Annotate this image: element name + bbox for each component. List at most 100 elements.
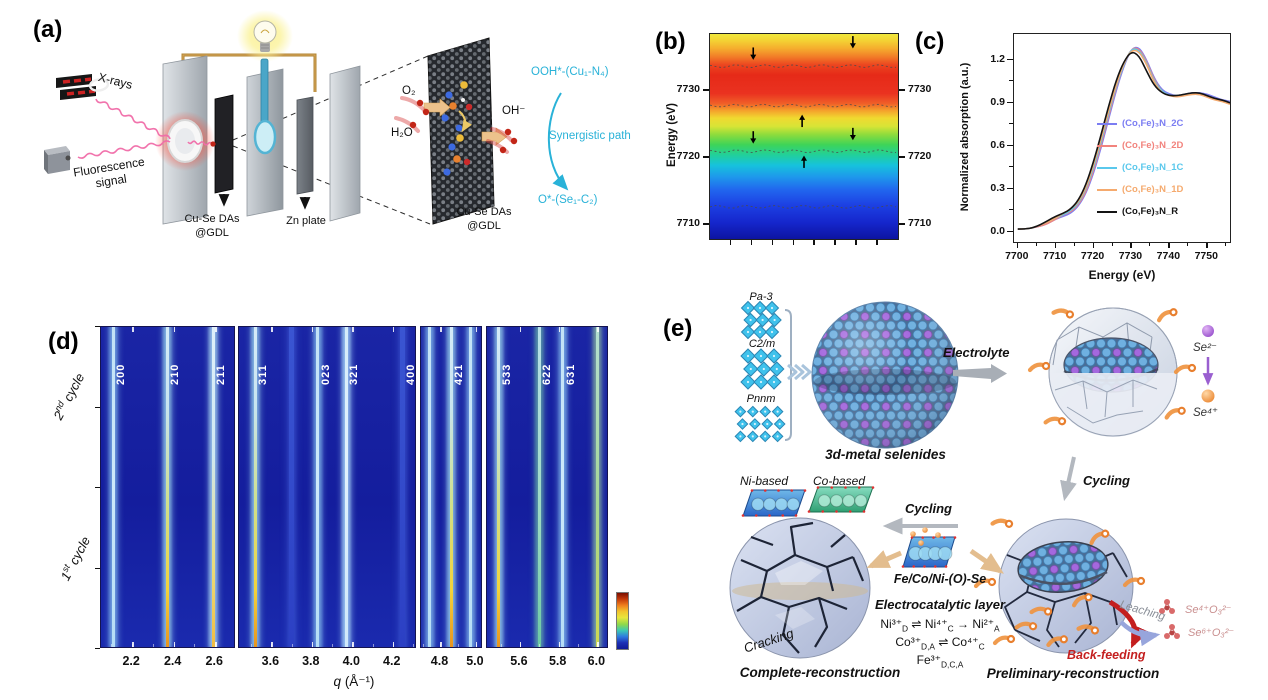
d-minor-tick <box>597 644 599 647</box>
se4-label: Se⁴⁺ <box>1193 407 1219 419</box>
legend-line <box>1097 188 1117 191</box>
b-xtick <box>834 240 836 245</box>
b-xtick <box>813 240 815 245</box>
d-minor-tick <box>475 644 477 647</box>
xrd-streak <box>469 327 473 647</box>
xrd-peak-label: 533 <box>500 363 513 385</box>
xrd-peak-label: 023 <box>319 363 332 385</box>
b-ytick-label: 7710 <box>676 217 700 230</box>
d-xtick-label: 3.6 <box>261 654 280 668</box>
light-bulb-icon <box>237 10 293 62</box>
b-ytick <box>703 156 709 158</box>
selenite1-label: Se⁴⁺O₃²⁻ <box>1185 604 1232 616</box>
panel-b-tag: (b) <box>655 28 686 55</box>
xrd-streak <box>449 327 453 647</box>
electrolyte-label: Electrolyte <box>943 345 1010 360</box>
d-minor-tick <box>519 644 521 647</box>
c-xtick-label: 7700 <box>1005 250 1029 262</box>
xrd-peak-label: 210 <box>169 363 182 385</box>
se2-ion-icon <box>1202 325 1214 337</box>
d-ytick <box>95 326 100 328</box>
xrd-streak <box>165 327 169 647</box>
b-ytick-label: 7730 <box>908 83 932 96</box>
legend-line <box>1097 210 1117 213</box>
c-xtick-label: 7730 <box>1118 250 1143 262</box>
zoom-dashed-line-top <box>232 55 429 141</box>
b-ytick-label: 7730 <box>676 83 700 96</box>
hydroxide-species <box>486 127 518 154</box>
d-minor-tick <box>194 644 196 647</box>
c-xminor <box>1187 243 1189 246</box>
cycling-arrow-right <box>1060 456 1077 502</box>
d-xtick-label: 2.2 <box>122 654 140 668</box>
layer-role-label: Electrocatalytic layer <box>874 597 1006 612</box>
c-ytick-label: 0.0 <box>990 224 1005 237</box>
legend-label: (Co,Fe)₃N_2D <box>1122 140 1184 151</box>
colorbar <box>616 592 629 650</box>
beam-hole-inner <box>175 128 195 154</box>
legend-line <box>1097 122 1117 125</box>
legend-label: (Co,Fe)₃N_1C <box>1122 162 1184 173</box>
zoom-dashed-line-bottom <box>232 145 431 225</box>
o2-label: O₂ <box>402 85 416 97</box>
d-xtick-label: 5.8 <box>548 654 567 668</box>
d-xlabel: q (Å⁻¹) <box>333 674 375 689</box>
xrd-subpanel: 200 210 211 <box>100 326 235 648</box>
d-minor-tick <box>132 644 134 647</box>
c-ytick-label: 1.2 <box>990 52 1005 65</box>
legend-line <box>1097 166 1117 169</box>
xrd-streak <box>111 327 115 647</box>
d-xtick-label: 2.4 <box>163 654 182 668</box>
b-xtick <box>876 240 878 245</box>
d-ytick <box>95 648 100 650</box>
panel-c-xanes-spectra: (c) Normalized absorption (a.u.) (Co,Fe)… <box>915 20 1268 295</box>
xrd-subpanel: 421 <box>420 326 482 648</box>
c-xminor <box>1035 243 1037 246</box>
synergistic-path-arrow <box>547 92 569 191</box>
xrd-streak <box>497 327 501 647</box>
internal-transfer-arrow <box>458 110 473 133</box>
setup-illustration <box>44 10 569 225</box>
d-ytick <box>95 567 100 569</box>
panel-a-operando-setup: (a) X-rays Fluorescence signal Cu-Se DAs @… <box>0 0 655 290</box>
xrd-peak-label: 200 <box>115 363 128 385</box>
cycling-mid-label: Cycling <box>905 501 952 516</box>
c-xminor <box>1225 243 1227 246</box>
legend-entry: (Co,Fe)₃N_1C <box>1097 162 1183 173</box>
pnnm-label: Pnnm <box>746 393 776 405</box>
d-top-tick <box>558 327 561 332</box>
zn-plate <box>296 96 314 195</box>
end-plate <box>329 65 361 222</box>
panel-e-tag: (e) <box>663 315 693 342</box>
panel-a-tag: (a) <box>33 16 63 43</box>
d-minor-tick <box>578 644 580 647</box>
c-xminor <box>1111 243 1113 246</box>
intermediate-top-label: OOH*-(Cu₁-N₄) <box>531 66 609 78</box>
c-ytick <box>1007 101 1013 104</box>
complete-label: Complete-reconstruction <box>739 665 901 680</box>
xrd-heatmap-panels: 200 210 211 2.2 2.4 2.6 311 023 321 400 3.6 3.8 4.0 4… <box>40 300 650 700</box>
bracket <box>784 309 792 441</box>
layer-name-label: Fe/Co/Ni-(O)-Se <box>893 572 987 586</box>
d-minor-tick <box>173 644 175 647</box>
xrd-streak <box>344 327 348 647</box>
b-ytick <box>899 156 905 158</box>
selenides-label: 3d-metal selenides <box>825 447 946 462</box>
legend-entry: (Co,Fe)₃N_2C <box>1097 118 1183 129</box>
xrd-peak-label: 421 <box>453 363 466 385</box>
layer-to-preliminary-arrow <box>969 548 1004 574</box>
c-yminor <box>1009 166 1013 168</box>
ni-based-label: Ni-based <box>739 474 789 488</box>
b-ytick-label: 7720 <box>908 150 932 163</box>
c-ylabel: Normalized absorption (a.u.) <box>959 62 971 212</box>
c2m-label: C2/m <box>748 338 776 350</box>
d-xtick-label: 3.8 <box>302 654 320 668</box>
c-xtick <box>1092 243 1094 248</box>
fluorescence-detector-icon <box>44 146 71 174</box>
product-arrow <box>481 127 508 146</box>
xrd-streak <box>316 327 320 647</box>
c-xtick-label: 7740 <box>1156 250 1181 262</box>
xrd-peak-label: 631 <box>564 363 577 385</box>
xrd-streak <box>595 327 599 647</box>
b-xtick <box>750 240 753 245</box>
